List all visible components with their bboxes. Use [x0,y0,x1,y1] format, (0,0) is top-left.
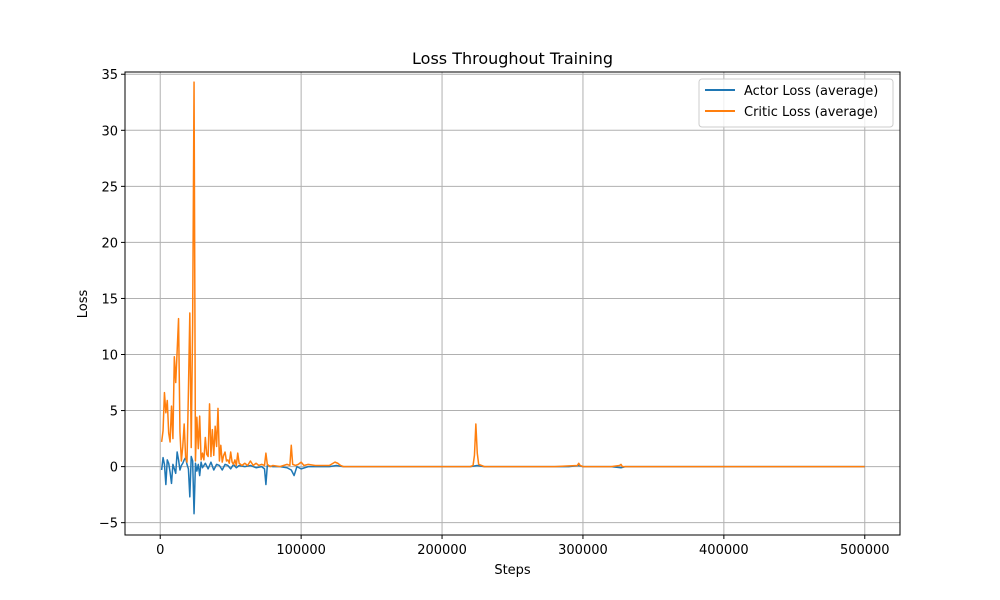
legend: Actor Loss (average) Critic Loss (averag… [698,78,894,128]
y-tick-label: 15 [101,292,118,307]
y-tick-label: 25 [101,180,118,195]
series-line-critic-loss [160,81,865,468]
y-tick-label: −5 [99,517,118,532]
legend-label-critic: Critic Loss (average) [744,105,878,120]
y-axis: −5 0 5 10 15 20 25 30 35 [99,68,125,532]
x-tick-label: 400000 [699,543,749,558]
x-tick-label: 500000 [840,543,890,558]
y-tick-label: 35 [101,68,118,83]
series-line-actor-loss [160,451,865,515]
y-axis-label: Loss [76,290,91,319]
x-tick-label: 100000 [276,543,326,558]
x-axis: 0 100000 200000 300000 400000 500000 [156,535,890,558]
y-tick-label: 10 [101,349,118,364]
y-tick-label: 5 [110,405,118,420]
grid-lines [125,72,900,535]
legend-label-actor: Actor Loss (average) [744,84,878,99]
y-tick-label: 20 [101,236,118,251]
x-tick-label: 300000 [558,543,608,558]
series-layer [160,81,865,515]
y-tick-label: 0 [110,461,118,476]
chart-title: Loss Throughout Training [412,49,613,68]
x-tick-label: 0 [156,543,164,558]
plot-frame [124,71,901,536]
x-axis-label: Steps [494,563,531,578]
x-tick-label: 200000 [417,543,467,558]
y-tick-label: 30 [101,124,118,139]
legend-box [698,78,894,128]
